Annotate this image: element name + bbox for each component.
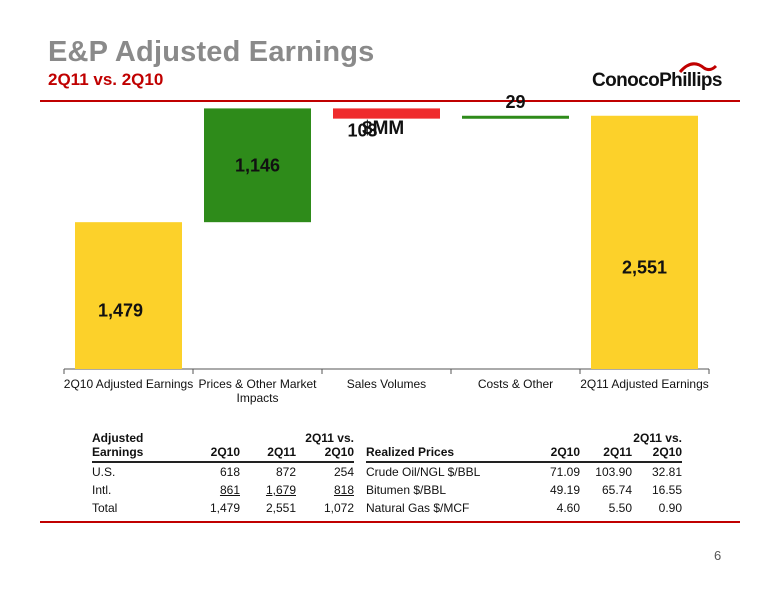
earnings-row-label: U.S. xyxy=(92,465,116,479)
earnings-diff: 1,072 xyxy=(323,501,354,515)
earnings-diff: 254 xyxy=(333,465,354,479)
bar-4 xyxy=(462,115,569,119)
bar-3 xyxy=(333,108,440,119)
th-earnings-top-0: Adjusted xyxy=(92,431,144,445)
th-earnings-2: 2Q11 xyxy=(240,445,296,463)
logo-text: ConocoPhillips xyxy=(592,70,722,91)
table-row: U.S. 618 872 254 Crude Oil/NGL $/BBL 71.… xyxy=(92,462,682,481)
price-row-label: Natural Gas $/MCF xyxy=(366,501,470,515)
earnings-row-label: Total xyxy=(92,501,118,515)
th-earnings-1: 2Q10 xyxy=(182,445,240,463)
price-diff: 0.90 xyxy=(658,501,682,515)
th-prices-top-2 xyxy=(580,431,632,445)
price-2q11: 5.50 xyxy=(608,501,632,515)
th-earnings-top-1 xyxy=(182,431,240,445)
th-prices-1: 2Q10 xyxy=(526,445,580,463)
earnings-diff: 818 xyxy=(296,481,354,499)
data-label-2: 1,146 xyxy=(235,155,280,175)
data-label-4: 29 xyxy=(505,92,525,112)
page-number: 6 xyxy=(714,548,722,563)
unit-label: $MM xyxy=(362,118,405,139)
cell-gap xyxy=(354,462,366,481)
th-earnings-top-2 xyxy=(240,431,296,445)
price-2q10: 4.60 xyxy=(556,501,580,515)
earnings-row-label: Intl. xyxy=(92,483,112,497)
footer-rule xyxy=(40,521,740,523)
price-diff: 32.81 xyxy=(651,465,682,479)
earnings-2q11: 872 xyxy=(275,465,296,479)
data-label-1: 1,479 xyxy=(98,300,143,320)
th-prices-0: Realized Prices xyxy=(366,445,526,463)
bar-2 xyxy=(204,108,311,223)
cell-gap xyxy=(354,499,366,517)
data-label-5: 2,551 xyxy=(622,258,667,278)
bar-1 xyxy=(75,222,182,369)
th-prices-top-0 xyxy=(366,431,526,445)
th-earnings-0: Earnings xyxy=(92,445,182,463)
earnings-2q11: 2,551 xyxy=(265,501,296,515)
category-label-4: Costs & Other xyxy=(478,377,553,391)
th-gap xyxy=(354,431,366,445)
th-prices-top-3: 2Q11 vs. xyxy=(633,431,682,445)
price-diff: 16.55 xyxy=(651,483,682,497)
th-prices-3: 2Q10 xyxy=(632,445,682,463)
earnings-2q10: 1,479 xyxy=(209,501,240,515)
earnings-2q10-value: 861 xyxy=(219,483,240,497)
slide-title: E&P Adjusted Earnings xyxy=(48,36,375,68)
category-label-3: Sales Volumes xyxy=(347,377,426,391)
slide-subtitle: 2Q11 vs. 2Q10 xyxy=(48,70,164,89)
table-row: Total 1,479 2,551 1,072 Natural Gas $/MC… xyxy=(92,499,682,517)
th-gap-2 xyxy=(354,445,366,462)
waterfall-chart: 1,479 2Q10 Adjusted Earnings 1,146 Prices &… xyxy=(63,92,710,405)
logo-mark-icon xyxy=(678,62,718,74)
category-label-2: Prices & Other Market xyxy=(198,377,317,391)
th-earnings-3: 2Q10 xyxy=(296,445,354,463)
price-2q10: 71.09 xyxy=(549,465,580,479)
price-2q11: 65.74 xyxy=(601,483,632,497)
cell-gap xyxy=(354,481,366,499)
earnings-2q10: 861 xyxy=(182,481,240,499)
price-row-label: Crude Oil/NGL $/BBL xyxy=(366,465,481,479)
table-row: Intl. 861 1,679 818 Bitumen $/BBL 49.19 … xyxy=(92,481,682,499)
earnings-2q10: 618 xyxy=(219,465,240,479)
price-2q10: 49.19 xyxy=(549,483,580,497)
company-logo: ConocoPhillips xyxy=(592,60,732,96)
category-label-1: 2Q10 Adjusted Earnings xyxy=(64,377,193,391)
data-label-3: 103 xyxy=(347,121,377,141)
th-prices-2: 2Q11 xyxy=(580,445,632,463)
th-earnings-top-3: 2Q11 vs. xyxy=(305,431,354,445)
category-label-5: 2Q11 Adjusted Earnings xyxy=(580,377,709,391)
price-row-label: Bitumen $/BBL xyxy=(366,483,447,497)
header-rule xyxy=(40,100,740,102)
bar-5 xyxy=(591,115,698,369)
earnings-diff-value: 818 xyxy=(333,483,354,497)
earnings-2q11-value: 1,679 xyxy=(265,483,296,497)
earnings-prices-table: Adjusted 2Q11 vs. 2Q11 vs. Earnings 2Q10… xyxy=(92,431,682,517)
category-label-2: Impacts xyxy=(236,391,278,405)
th-prices-top-1 xyxy=(526,431,580,445)
earnings-2q11: 1,679 xyxy=(240,481,296,499)
price-2q11: 103.90 xyxy=(595,465,632,479)
